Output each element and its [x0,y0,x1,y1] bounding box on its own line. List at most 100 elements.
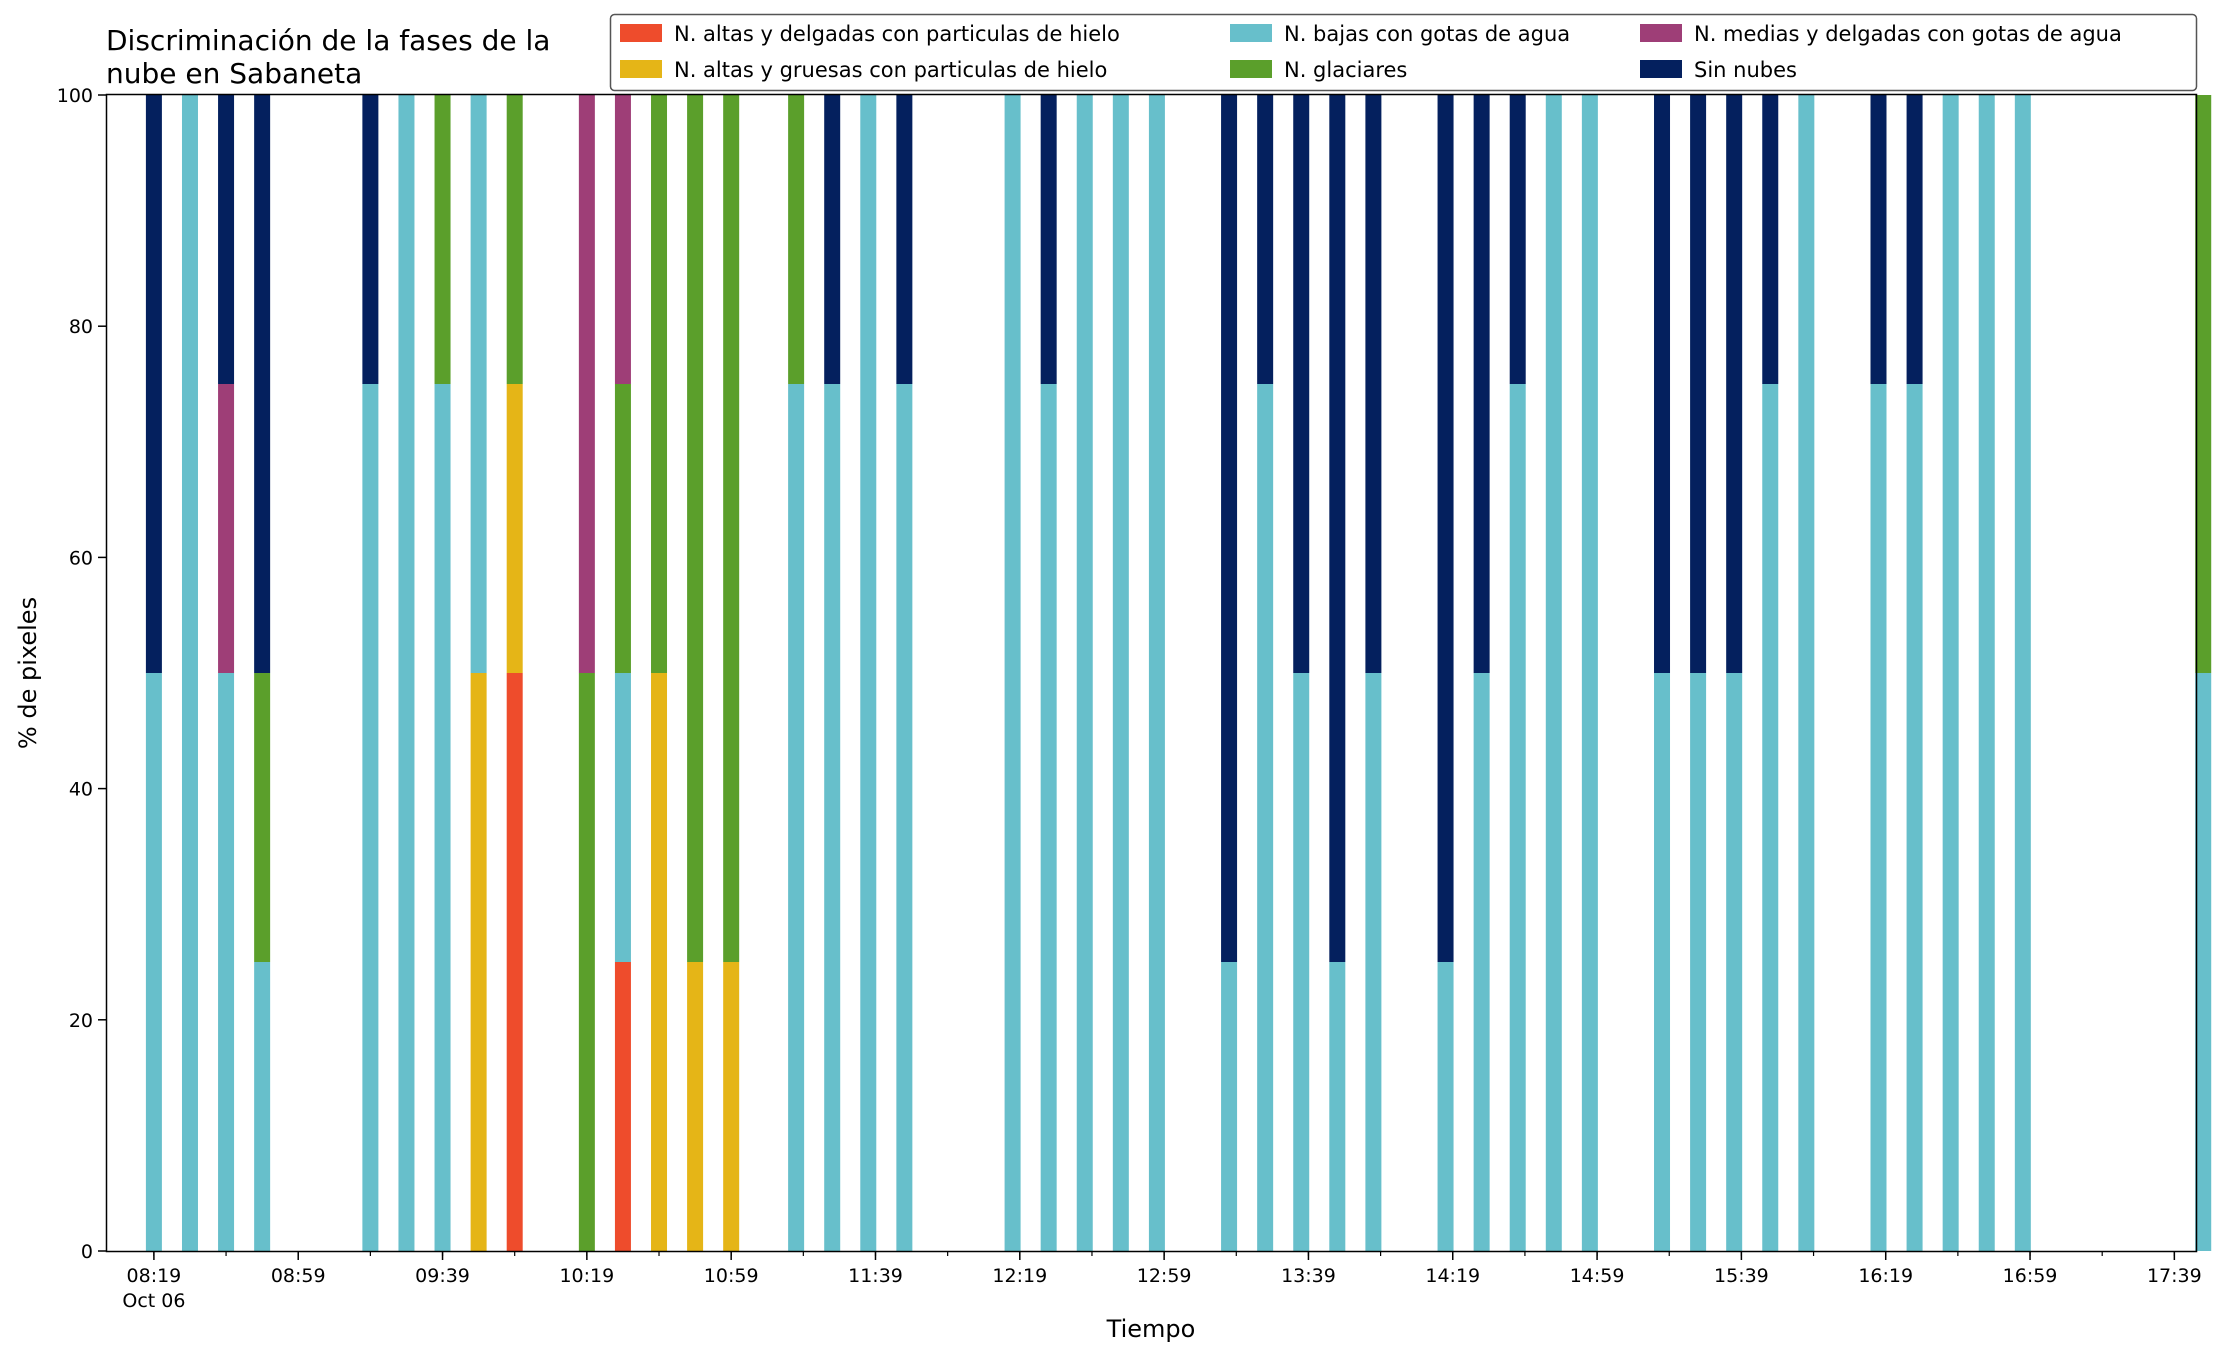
bar-segment-10-2 [614,673,631,962]
bar-segment-5-2 [398,95,415,1251]
bar-segment-8-3 [506,95,523,384]
bar-segment-15-5 [824,95,841,384]
bar-segment-19-2 [1040,384,1057,1251]
x-tick-label-0: 08:19 [127,1265,182,1287]
bar-segment-28-5 [1437,95,1454,962]
bar-segment-39-2 [1906,384,1923,1251]
x-tick-label-3: 10:19 [559,1265,614,1287]
legend-swatch-5 [1640,60,1682,78]
bar-segment-36-2 [1762,384,1779,1251]
bar-segment-1-2 [181,95,198,1251]
y-tick-label-4: 80 [69,316,93,338]
bar-segment-7-1 [470,673,487,1251]
bar-segment-20-2 [1076,95,1093,1251]
bar-segment-16-2 [860,95,877,1251]
bar-segment-10-3 [614,384,631,673]
bar-segment-10-4 [614,95,631,384]
bar-segment-17-5 [896,95,913,384]
legend: N. altas y delgadas con particulas de hi… [609,13,2198,92]
bar-segment-4-2 [362,384,379,1251]
y-tick-label-3: 60 [69,547,93,569]
bar-segment-28-2 [1437,962,1454,1251]
bar-segment-10-0 [614,962,631,1251]
legend-label-2: N. bajas con gotas de agua [1284,22,1570,46]
bar-segment-12-1 [687,962,704,1251]
y-tick-label-1: 20 [69,1010,93,1032]
bar-segment-33-2 [1654,673,1671,1251]
bar-segment-9-4 [578,95,595,673]
bar-segment-0-2 [145,673,162,1251]
bar-segment-43-2 [2195,673,2212,1251]
bar-segment-17-2 [896,384,913,1251]
bar-segment-25-5 [1293,95,1310,673]
bar-segment-27-2 [1365,673,1382,1251]
bar-segment-33-5 [1654,95,1671,673]
x-axis: 08:19 08:59 09:39 10:19 10:59 11:39 12:19 12:59… [122,1251,2202,1312]
x-tick-label-7: 12:59 [1137,1265,1192,1287]
legend-label-0: N. altas y delgadas con particulas de hi… [674,22,1120,46]
bar-segment-35-2 [1726,673,1743,1251]
bar-segment-8-1 [506,384,523,673]
bar-segment-29-5 [1473,95,1490,673]
bar-segment-6-2 [434,384,451,1251]
bar-segment-7-2 [470,95,487,673]
bar-segment-30-5 [1509,95,1526,384]
bar-segment-24-5 [1257,95,1274,384]
legend-swatch-0 [620,24,662,42]
bar-segment-36-5 [1762,95,1779,384]
y-axis-label: % de pixeles [14,597,42,749]
y-tick-label-5: 100 [57,85,93,107]
y-tick-label-0: 0 [81,1241,93,1263]
x-tick-label-4: 10:59 [704,1265,759,1287]
bar-segment-3-3 [254,673,271,962]
bar-segment-39-5 [1906,95,1923,384]
bar-segment-3-2 [254,962,271,1251]
x-axis-label: Tiempo [1106,1315,1196,1343]
bar-segment-14-3 [788,95,805,384]
bar-segment-26-5 [1329,95,1346,962]
bar-segment-29-2 [1473,673,1490,1251]
bar-segment-27-5 [1365,95,1382,673]
legend-label-1: N. altas y gruesas con particulas de hie… [674,58,1107,82]
bar-segment-13-3 [723,95,740,962]
x-tick-label-8: 13:39 [1281,1265,1336,1287]
bar-segment-43-3 [2195,95,2212,673]
bar-segment-3-5 [254,95,271,673]
chart-title-line-2: nube en Sabaneta [106,57,362,90]
x-tick-label-12: 16:19 [1858,1265,1913,1287]
bar-segment-25-2 [1293,673,1310,1251]
bar-segment-34-2 [1690,673,1707,1251]
x-tick-label-14: 17:39 [2147,1265,2202,1287]
legend-frame [609,13,2198,92]
x-tick-label-9: 14:19 [1425,1265,1480,1287]
bar-segment-32-2 [1581,95,1598,1251]
legend-swatch-4 [1640,24,1682,42]
bar-segment-37-2 [1798,95,1815,1251]
bar-segment-41-2 [1978,95,1995,1251]
bar-segment-21-2 [1112,95,1129,1251]
x-tick-label-6: 12:19 [992,1265,1047,1287]
x-tick-label-10: 14:59 [1570,1265,1625,1287]
bar-segment-38-2 [1870,384,1887,1251]
plot-frame [105,93,2198,1253]
legend-label-5: Sin nubes [1694,58,1797,82]
legend-label-4: N. medias y delgadas con gotas de agua [1694,22,2122,46]
bar-segment-9-3 [578,673,595,1251]
bar-segment-40-2 [1942,95,1959,1251]
bar-segment-35-5 [1726,95,1743,673]
bar-segment-30-2 [1509,384,1526,1251]
legend-swatch-2 [1230,24,1272,42]
bar-segment-2-5 [218,95,235,384]
x-date-label: Oct 06 [122,1290,185,1312]
x-tick-label-2: 09:39 [415,1265,470,1287]
chart-title: Discriminación de la fases de la nube en… [106,24,550,90]
bar-segment-26-2 [1329,962,1346,1251]
bar-segment-38-5 [1870,95,1887,384]
bar-segment-22-2 [1148,95,1165,1251]
bars-layer [145,95,2212,1251]
bar-segment-11-1 [651,673,668,1251]
legend-label-3: N. glaciares [1284,58,1407,82]
bar-segment-23-2 [1221,962,1238,1251]
bar-segment-24-2 [1257,384,1274,1251]
bar-segment-15-2 [824,384,841,1251]
